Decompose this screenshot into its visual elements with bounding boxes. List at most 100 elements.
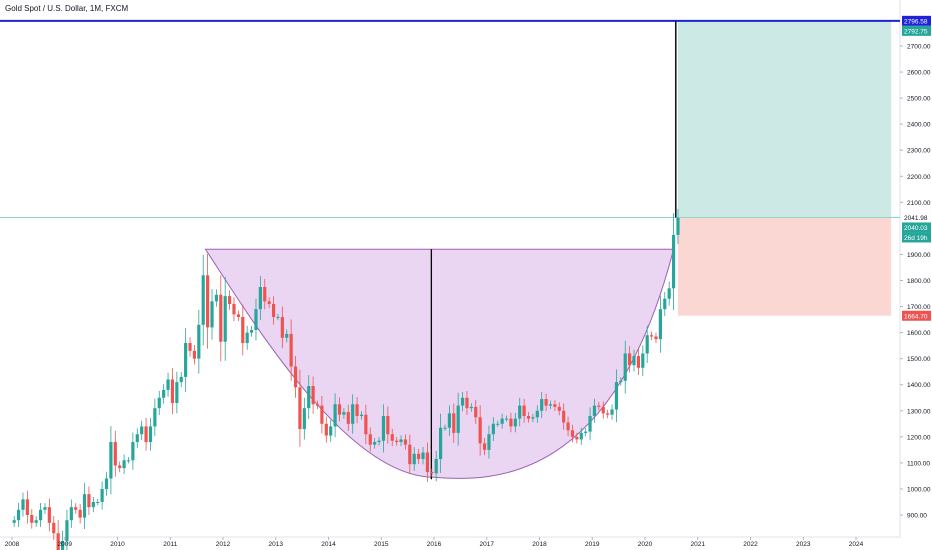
candle-body xyxy=(667,288,671,299)
candle-body xyxy=(465,397,469,409)
candle xyxy=(636,348,641,376)
candle xyxy=(610,404,614,420)
target-price-badge: 2796.58 xyxy=(902,15,931,26)
candle xyxy=(478,405,482,456)
candle xyxy=(96,498,100,506)
candle-body xyxy=(201,275,205,325)
candle xyxy=(504,415,509,422)
candle xyxy=(289,319,293,382)
price-tick-label: 2600.00 xyxy=(907,70,931,77)
candle xyxy=(236,310,240,322)
candle xyxy=(575,432,579,444)
candle-body xyxy=(342,412,346,415)
candle-body xyxy=(311,386,315,405)
time-axis-ticks: 2008 2009 2010 2011 2012 2013 2014 2015 2016 2017… xyxy=(5,537,864,548)
time-tick-label: 2017 xyxy=(480,541,495,548)
svg-text:2796.58: 2796.58 xyxy=(904,18,928,25)
candle xyxy=(632,349,636,372)
candle xyxy=(355,397,359,424)
candle xyxy=(579,427,583,445)
candle-body xyxy=(359,414,364,416)
price-tick-label: 2300.00 xyxy=(907,148,931,155)
candle xyxy=(487,425,491,459)
candle xyxy=(201,254,205,346)
candle xyxy=(663,291,667,316)
candle-body xyxy=(293,366,298,388)
candle xyxy=(469,403,473,412)
candle-body xyxy=(232,303,236,315)
candle xyxy=(104,471,109,496)
candle-body xyxy=(584,431,588,433)
candle-body xyxy=(504,418,509,420)
candle xyxy=(592,398,597,423)
candle-body xyxy=(592,405,597,416)
candle-body xyxy=(562,410,566,423)
candle xyxy=(47,498,51,532)
candle-body xyxy=(447,413,451,428)
time-tick-label: 2011 xyxy=(163,541,177,548)
candle-body xyxy=(575,436,579,440)
candle xyxy=(87,486,91,515)
candle xyxy=(21,492,25,517)
candle xyxy=(548,400,553,410)
candle-body xyxy=(153,408,157,427)
candle-body xyxy=(285,333,289,338)
price-tick-label: 1300.00 xyxy=(907,408,931,415)
candle-body xyxy=(170,379,175,403)
candle-body xyxy=(377,440,381,443)
candle-body xyxy=(518,405,522,419)
candle xyxy=(16,503,21,527)
price-tick-label: 2500.00 xyxy=(907,96,931,103)
candle-body xyxy=(614,382,619,410)
candle xyxy=(241,304,245,356)
candle-body xyxy=(69,507,73,521)
price-tick-label: 1800.00 xyxy=(907,278,931,285)
target-zone xyxy=(677,20,892,218)
candle xyxy=(56,520,60,550)
candle-body xyxy=(509,418,513,427)
candle xyxy=(320,396,324,434)
candle xyxy=(144,417,148,451)
price-tick-label: 1500.00 xyxy=(907,356,931,363)
candle xyxy=(245,325,249,350)
candle xyxy=(421,447,425,465)
candle xyxy=(395,437,399,446)
candle xyxy=(280,306,284,349)
candle xyxy=(214,289,219,307)
time-tick-label: 2020 xyxy=(638,541,653,548)
candle-body xyxy=(513,418,517,427)
candle xyxy=(359,411,364,420)
candle-body xyxy=(540,399,544,411)
candle xyxy=(377,437,381,446)
candle xyxy=(399,435,403,447)
candle-body xyxy=(30,515,34,523)
candle-body xyxy=(676,217,680,235)
candle-body xyxy=(641,353,645,368)
candle xyxy=(91,497,95,513)
entry-price-badge: 2041.98 xyxy=(902,212,931,223)
candle xyxy=(403,434,408,450)
candle xyxy=(197,309,201,374)
candle-body xyxy=(351,404,355,424)
candle-body xyxy=(91,501,95,508)
candle-body xyxy=(34,520,38,523)
candle-body xyxy=(144,426,148,443)
time-tick-label: 2010 xyxy=(110,541,125,548)
candle xyxy=(184,328,188,392)
candle-body xyxy=(210,301,214,328)
time-tick-label: 2013 xyxy=(269,541,284,548)
candle xyxy=(513,412,517,433)
candle xyxy=(298,369,302,447)
time-tick-label: 2008 xyxy=(5,541,20,548)
candle-body xyxy=(430,472,434,474)
candle xyxy=(188,337,192,357)
candle-body xyxy=(333,404,337,427)
price-tick-label: 1600.00 xyxy=(907,330,931,337)
candle-body xyxy=(60,541,65,550)
candle-body xyxy=(645,335,649,354)
candle xyxy=(223,277,227,361)
candle xyxy=(192,344,197,365)
candle xyxy=(100,481,104,510)
price-tick-label: 1400.00 xyxy=(907,382,931,389)
candle xyxy=(456,392,460,446)
